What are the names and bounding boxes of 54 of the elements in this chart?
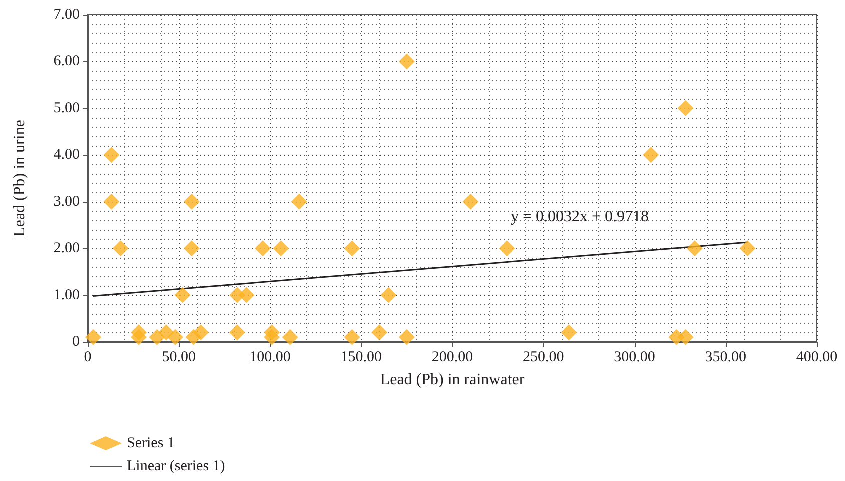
y-tick-label: 0 [72,334,80,350]
point [678,100,694,116]
point [174,287,191,304]
point [104,147,120,164]
point [380,287,397,304]
legend-label: Linear (series 1) [127,458,226,474]
y-tick-label: 3.00 [54,194,80,210]
x-tick-label: 150.00 [340,350,382,366]
point [85,329,102,346]
point [112,240,129,257]
point [149,329,166,346]
point [678,329,694,346]
y-tick-label: 4.00 [54,147,80,164]
annotation: y = 0.0032x + 0.9718 [510,208,650,226]
point [398,329,415,346]
x-tick-label: 100.00 [250,350,291,366]
x-tick-label: 250.00 [523,350,564,366]
point [104,194,120,210]
point [740,240,756,257]
y-tick-label: 2.00 [54,240,80,257]
y-tick-label: 5.00 [54,100,80,116]
point [643,147,660,164]
point [131,329,148,346]
point [264,329,280,346]
point [238,287,255,304]
point [192,324,209,341]
x-tick-label: 50.00 [162,350,196,366]
point [686,240,703,257]
point [291,194,308,210]
y-axis-title: Lead (Pb) in urine [12,120,28,237]
y-tick-label: 7.00 [54,7,80,23]
x-tick-label: 350.00 [705,350,746,366]
point [167,329,184,346]
x-tick-label: 300.00 [614,350,656,366]
x-tick-label: 400.00 [796,350,838,366]
point [282,329,298,346]
y-tick-label: 1.00 [54,287,80,304]
y-tick-label: 6.00 [54,54,80,70]
point [229,324,246,341]
point [344,329,360,346]
x-tick-label: 200.00 [432,350,474,366]
point [184,240,200,257]
point [254,240,271,257]
x-axis-title: Lead (Pb) in rainwater [380,372,526,388]
point [462,194,479,210]
point [398,54,415,70]
point [561,324,578,341]
x-tick-label: 0 [84,350,92,366]
point [273,240,290,257]
point [372,324,388,341]
point [184,194,200,210]
point [499,240,516,257]
legend-label: Series 1 [127,436,175,452]
point [344,240,360,257]
